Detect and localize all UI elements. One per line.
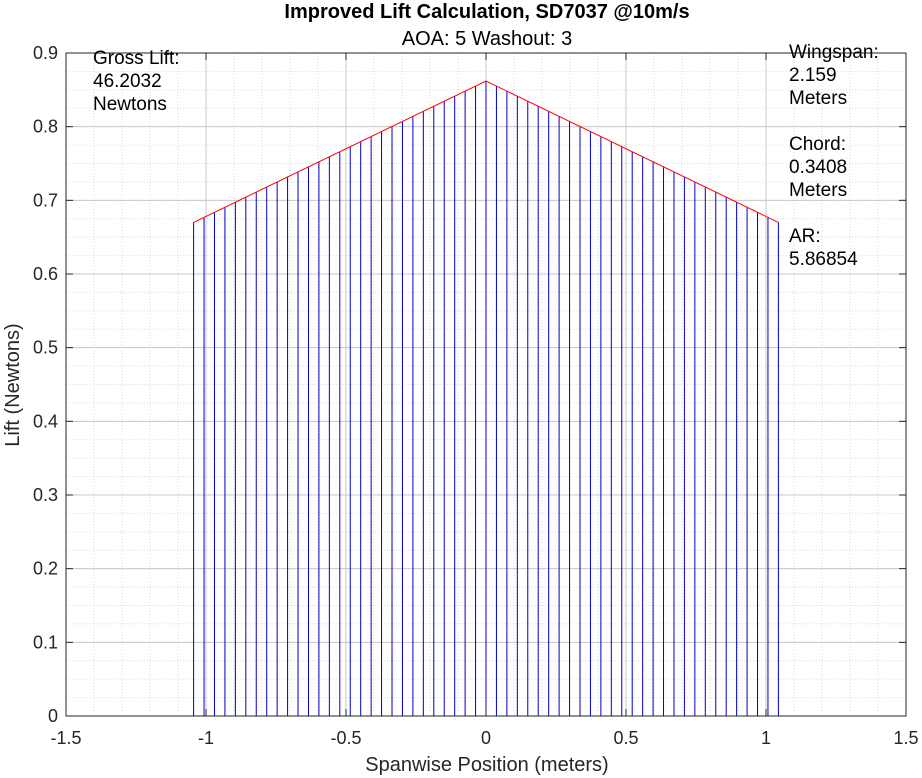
y-axis-label: Lift (Newtons) xyxy=(2,323,24,446)
wing-params-annotation: Wingspan: 2.159 Meters Chord: 0.3408 Met… xyxy=(789,42,879,270)
y-tick-label: 0.9 xyxy=(33,43,58,63)
x-tick-label: 1 xyxy=(761,728,771,748)
chart-title: Improved Lift Calculation, SD7037 @10m/s xyxy=(284,1,689,23)
gross-lift-heading: Gross Lift: xyxy=(93,48,180,69)
y-tick-label: 0 xyxy=(48,706,58,726)
y-tick-label: 0.5 xyxy=(33,338,58,358)
y-tick-label: 0.8 xyxy=(33,117,58,137)
gross-lift-unit: Newtons xyxy=(93,94,167,115)
ar-heading: AR: xyxy=(789,226,821,247)
wingspan-value: 2.159 xyxy=(789,65,837,86)
ar-value: 5.86854 xyxy=(789,249,858,270)
y-tick-label: 0.7 xyxy=(33,190,58,210)
x-tick-label: 0.5 xyxy=(613,728,638,748)
axis-ticks xyxy=(65,52,907,717)
chart-subtitle: AOA: 5 Washout: 3 xyxy=(402,28,572,50)
y-tick-label: 0.3 xyxy=(33,485,58,505)
y-tick-label: 0.2 xyxy=(33,559,58,579)
x-tick-label: 1.5 xyxy=(893,728,918,748)
chord-unit: Meters xyxy=(789,180,847,201)
x-tick-label: -1 xyxy=(198,728,214,748)
x-axis-label: Spanwise Position (meters) xyxy=(365,754,608,776)
y-tick-label: 0.4 xyxy=(33,411,58,431)
chord-value: 0.3408 xyxy=(789,157,847,178)
y-tick-label: 0.6 xyxy=(33,264,58,284)
lift-stems xyxy=(193,80,779,716)
x-tick-label: -0.5 xyxy=(330,728,361,748)
gross-lift-annotation: Gross Lift: 46.2032 Newtons xyxy=(93,48,180,115)
chord-heading: Chord: xyxy=(789,134,846,155)
wingspan-unit: Meters xyxy=(789,88,847,109)
x-tick-label: -1.5 xyxy=(50,728,81,748)
gross-lift-value: 46.2032 xyxy=(93,71,162,92)
x-tick-labels: -1.5 -1 -0.5 0 0.5 1 1.5 xyxy=(50,728,918,748)
wingspan-heading: Wingspan: xyxy=(789,42,879,63)
y-tick-labels: 0 0.1 0.2 0.3 0.4 0.5 0.6 0.7 0.8 0.9 xyxy=(33,43,58,726)
y-tick-label: 0.1 xyxy=(33,632,58,652)
x-tick-label: 0 xyxy=(481,728,491,748)
lift-envelope-line xyxy=(193,80,779,223)
